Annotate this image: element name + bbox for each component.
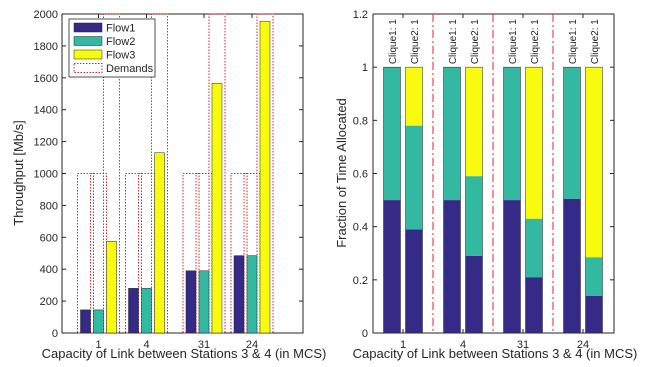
x-tick-label: 24 (246, 339, 258, 351)
throughput-chart: 0 200 400 600 800 1000 1200 1400 1600 1800 2000 1 4… (11, 9, 326, 361)
y-tick-label: 600 (40, 232, 58, 244)
y-tick-label: 1200 (34, 137, 58, 149)
bar-flow1-24 (233, 255, 245, 334)
x-tick-label: 31 (198, 339, 210, 351)
stack-segment (405, 229, 423, 333)
stack-segment (405, 125, 423, 230)
clique-label: Clique2: 1 (410, 19, 421, 64)
y-tick-label: 800 (40, 200, 58, 212)
bar-flow1-1 (80, 309, 91, 334)
stack-segment (383, 200, 401, 333)
legend-swatch (73, 49, 103, 60)
stack-segment (563, 198, 581, 333)
clique-label: Clique1: 1 (508, 19, 519, 64)
stack-segment (525, 277, 543, 333)
legend-label: Flow3 (106, 50, 135, 62)
stack-segment (465, 255, 483, 333)
y-tick-label: 400 (40, 264, 58, 276)
y-tick-label: 0.2 (353, 275, 368, 287)
stack-outline (503, 66, 521, 334)
stack-segment (383, 67, 401, 201)
stack-segment (465, 176, 483, 256)
stack-segment (585, 67, 603, 258)
x-tick-label: 4 (143, 339, 149, 351)
y-tick-label: 1400 (34, 105, 58, 117)
y-tick-label: 1600 (34, 73, 58, 85)
bar-flow3-31 (211, 83, 223, 334)
stack-segment (563, 67, 581, 199)
y-tick-label: 1.2 (353, 9, 368, 21)
legend-swatch (73, 36, 103, 46)
time-fraction-y-axis-label: Fraction of Time Allocated (334, 98, 349, 248)
bar-flow2-1 (93, 309, 104, 334)
x-tick-label: 24 (577, 339, 589, 351)
stack-outline (383, 66, 401, 334)
y-tick-label: 1800 (34, 41, 58, 53)
y-tick-label: 1000 (34, 169, 58, 181)
bar-flow1-31 (185, 270, 197, 334)
bar-flow3-4 (154, 152, 165, 334)
y-tick-label: 1 (362, 62, 368, 74)
x-tick-label: 4 (460, 339, 466, 351)
clique-label: Clique2: 1 (530, 19, 541, 64)
time-fraction-x-axis-label: Capacity of Link between Stations 3 & 4 … (353, 346, 638, 361)
stack-segment (585, 257, 603, 296)
legend-label: Flow1 (106, 23, 135, 35)
clique-label: Clique1: 1 (568, 19, 579, 64)
stack-outline (525, 66, 543, 334)
stack-segment (465, 67, 483, 177)
legend-swatch-demands (73, 63, 103, 73)
throughput-y-axis-label: Throughput [Mb/s] (11, 120, 26, 226)
bar-flow2-24 (246, 255, 258, 334)
stack-outline (405, 66, 423, 334)
bar-flow2-4 (141, 288, 152, 334)
stack-segment (525, 218, 543, 278)
stack-segment (503, 67, 521, 201)
throughput-y-ticks: 0 200 400 600 800 1000 1200 1400 1600 1800 2000 (34, 9, 303, 340)
y-tick-label: 0.4 (353, 222, 368, 234)
legend-label: Flow2 (106, 36, 135, 48)
legend-swatch (73, 22, 103, 33)
stack-outline (585, 66, 603, 334)
throughput-bars (77, 13, 274, 334)
stack-segment (443, 200, 461, 333)
bar-flow2-31 (198, 270, 210, 334)
clique-label: Clique1: 1 (448, 19, 459, 64)
throughput-x-ticks: 1 4 31 24 (95, 14, 258, 351)
legend-label: Demands (106, 63, 154, 75)
y-tick-label: 0 (362, 328, 368, 340)
y-tick-label: 0.8 (353, 115, 368, 127)
bar-flow3-24 (259, 20, 271, 334)
time-fraction-bars: Clique1: 1 Clique2: 1 Clique1: 1 Clique2: 1… (383, 19, 603, 334)
y-tick-label: 200 (40, 296, 58, 308)
y-tick-label: 2000 (34, 9, 58, 21)
stack-segment (585, 295, 603, 333)
time-fraction-chart: 00.20.40.60.811.2 1 4 31 24 Clique1: 1 Cliqu… (334, 9, 637, 361)
stack-segment (525, 67, 543, 219)
stack-outline (443, 66, 461, 334)
stack-segment (405, 67, 423, 126)
bar-flow1-4 (128, 288, 139, 334)
throughput-x-axis-label: Capacity of Link between Stations 3 & 4 … (42, 346, 327, 361)
x-tick-label: 31 (517, 339, 529, 351)
bar-flow3-1 (106, 241, 117, 334)
clique-label: Clique2: 1 (470, 19, 481, 64)
stack-outline (465, 66, 483, 334)
clique-label: Clique1: 1 (388, 19, 399, 64)
x-tick-label: 1 (95, 339, 101, 351)
stack-segment (443, 67, 461, 201)
stack-outline (563, 66, 581, 334)
x-tick-label: 1 (400, 339, 406, 351)
y-tick-label: 0 (52, 328, 58, 340)
clique-label: Clique2: 1 (590, 19, 601, 64)
stack-segment (503, 200, 521, 333)
time-fraction-x-ticks: 1 4 31 24 (400, 14, 589, 351)
time-fraction-y-ticks: 0 0.2 0.4 0.6 0.8 1 1.2 (353, 9, 614, 340)
y-tick-label: 0.6 (353, 169, 368, 181)
time-fraction-separators (432, 14, 554, 333)
